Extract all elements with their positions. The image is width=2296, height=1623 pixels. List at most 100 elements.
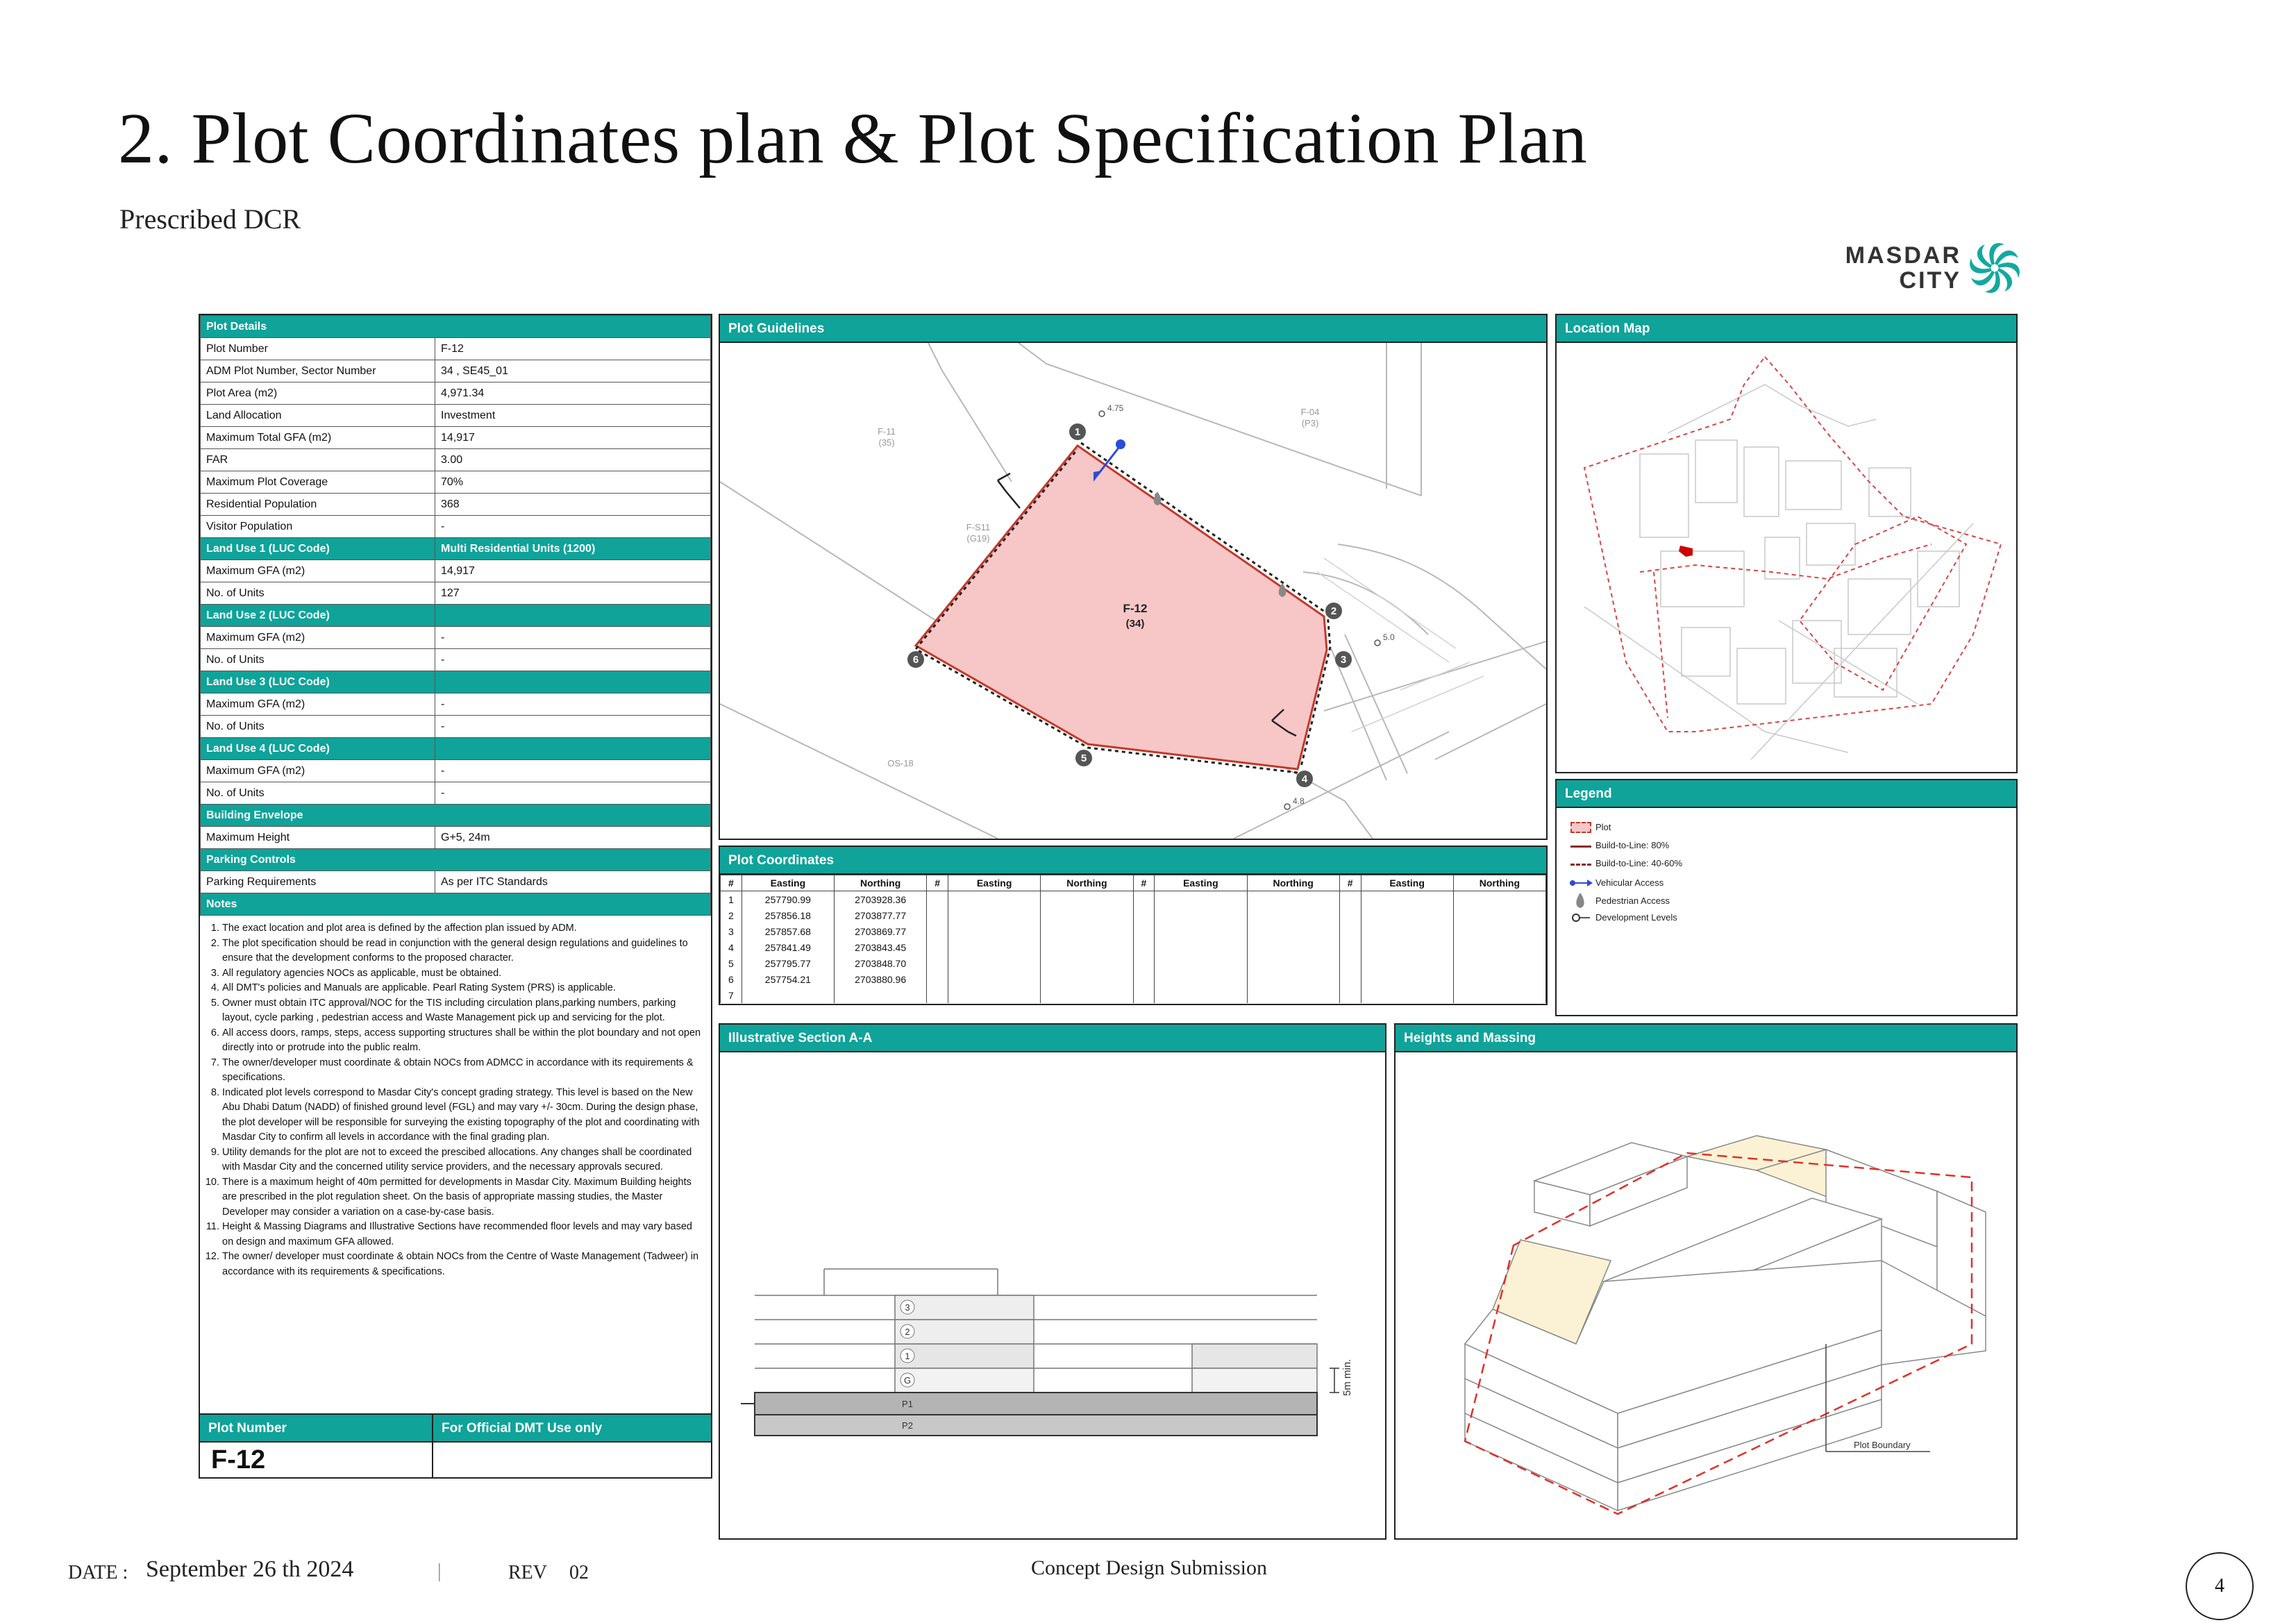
massing-diagram: Plot Boundary [1464, 1135, 1986, 1515]
level-tag-g: G [900, 1372, 915, 1388]
plot-guidelines-map: F-11 (35) F-04 (P3) F-S11 (G19) OS-18 4.… [719, 342, 1547, 839]
page-subtitle: Prescribed DCR [119, 203, 301, 235]
neighbor-label: F-11 [878, 426, 896, 437]
legend-panel: Legend Plot Build-to-Line: 80% Build-to-… [1555, 779, 2018, 1016]
land-use-1-heading: Land Use 1 (LUC Code) [200, 537, 435, 560]
illustrative-section-heading: Illustrative Section A-A [720, 1025, 1385, 1052]
table-row: 3 257857.68 2703869.77 [720, 923, 1547, 939]
neighbor-label: OS-18 [887, 758, 914, 768]
section-drawing: 3 2 1 G P1 P2 5m min. [741, 1268, 1353, 1436]
illustrative-section-panel: Illustrative Section A-A 3 2 1 G P1 P2 [719, 1023, 1386, 1540]
plot-details-panel: Plot Details Plot Number F-12 ADM Plot Nu… [199, 314, 712, 1479]
table-row: Maximum Total GFA (m2) 14,917 [200, 426, 711, 449]
plot-guidelines-heading: Plot Guidelines [720, 315, 1546, 343]
level-tag-1: 1 [900, 1348, 915, 1363]
vehicular-access-arrow-icon [1093, 439, 1125, 482]
table-row: 6 257754.21 2703880.96 [720, 971, 1547, 987]
neighbor-label: (P3) [1302, 418, 1319, 428]
level-label: 4.75 [1107, 403, 1124, 413]
table-row: Visitor Population - [200, 515, 711, 538]
vehicular-access-icon [1570, 880, 1593, 886]
svg-text:2: 2 [905, 1327, 910, 1337]
coordinate-point-1: 1 [1069, 423, 1086, 440]
level-tag-p2: P2 [902, 1420, 913, 1431]
setback-dimension-label: 5m min. [1341, 1359, 1353, 1396]
parking-heading: Parking Controls [200, 848, 711, 871]
footer-rev: 02 [569, 1562, 589, 1583]
footer-rev-label: REV [508, 1562, 547, 1583]
footer-separator: | [437, 1561, 442, 1582]
footer-plot-number: F-12 [200, 1441, 432, 1477]
plot-label: F-12 [1123, 602, 1148, 615]
boundary-line [1798, 515, 1968, 691]
svg-text:3: 3 [905, 1302, 910, 1313]
location-map-panel: Location Map [1555, 314, 2018, 773]
table-row: 2 257856.18 2703877.77 [720, 907, 1547, 923]
land-use-2-heading: Land Use 2 (LUC Code) [200, 604, 435, 627]
coordinate-point-6: 6 [907, 651, 924, 668]
level-marker-icon [1284, 803, 1291, 810]
parking-level-p1 [754, 1392, 1318, 1415]
footer-center-text: Concept Design Submission [1031, 1556, 1268, 1579]
level-label: 5.0 [1383, 632, 1395, 642]
parking-level-p2 [754, 1414, 1318, 1436]
level-tag-p1: P1 [902, 1399, 913, 1409]
build-to-line-40-60-icon [1570, 864, 1591, 866]
level-tag-3: 3 [900, 1300, 915, 1315]
coordinate-point-3: 3 [1335, 651, 1352, 668]
land-use-4-heading: Land Use 4 (LUC Code) [200, 737, 435, 760]
masdar-swirl-icon [1970, 243, 2020, 293]
notes-list: The exact location and plot area is defi… [200, 916, 711, 1279]
table-row: Land Allocation Investment [200, 404, 711, 427]
logo-line2: CITY [1899, 267, 1961, 294]
svg-text:5: 5 [1081, 752, 1087, 764]
building-envelope-heading: Building Envelope [200, 804, 711, 827]
footer-date-label: DATE : [68, 1562, 128, 1583]
table-row: ADM Plot Number, Sector Number 34 , SE45_… [200, 360, 711, 382]
neighbor-label: (35) [878, 437, 894, 448]
table-row: Plot Area (m2) 4,971.34 [200, 382, 711, 405]
plot-details-table: Plot Details Plot Number F-12 ADM Plot Nu… [200, 315, 711, 916]
neighbor-label: F-S11 [966, 522, 990, 532]
pedestrian-access-icon [1153, 491, 1162, 505]
plot-sublabel: (34) [1126, 618, 1145, 630]
build-to-line-40-60 [914, 448, 1298, 774]
logo-line1: MASDAR [1845, 242, 1961, 269]
plot-details-heading: Plot Details [200, 315, 711, 338]
plot-coordinates-heading: Plot Coordinates [720, 847, 1546, 875]
location-map-heading: Location Map [1557, 315, 2016, 343]
plot-coordinates-panel: Plot Coordinates # Easting Northing # Easti… [719, 846, 1548, 1005]
table-row: Residential Population 368 [200, 493, 711, 516]
table-row: 1 257790.99 2703928.36 [720, 891, 1547, 907]
level-label: 4.8 [1293, 796, 1305, 806]
boundary-line [1653, 571, 1668, 718]
plot-number-footer: Plot Number For Official DMT Use only F-… [200, 1413, 711, 1477]
notes-heading: Notes [200, 893, 711, 916]
land-use-3-heading: Land Use 3 (LUC Code) [200, 671, 435, 693]
coordinate-point-4: 4 [1296, 771, 1313, 787]
svg-text:1: 1 [1075, 426, 1080, 438]
table-row: 7 [720, 987, 1547, 1003]
table-row: Maximum Plot Coverage 70% [200, 471, 711, 494]
plot-location-marker [1679, 546, 1693, 557]
table-row: FAR 3.00 [200, 448, 711, 471]
svg-text:6: 6 [913, 654, 919, 666]
heights-massing-heading: Heights and Massing [1396, 1025, 2016, 1052]
coordinate-point-5: 5 [1075, 750, 1092, 766]
table-row: 5 257795.77 2703848.70 [720, 955, 1547, 971]
heights-massing-panel: Heights and Massing Plot Boundary [1394, 1023, 2018, 1540]
page-number: 4 [2186, 1552, 2254, 1620]
footer-date: September 26 th 2024 [146, 1556, 354, 1582]
svg-text:2: 2 [1331, 605, 1336, 617]
plot-boundary-outline [1464, 1152, 1973, 1515]
svg-text:1: 1 [905, 1351, 910, 1361]
svg-text:G: G [904, 1375, 911, 1386]
pedestrian-access-icon [1278, 583, 1287, 597]
plot-f12-polygon [914, 444, 1328, 771]
legend-heading: Legend [1557, 780, 2016, 808]
coordinate-point-2: 2 [1325, 603, 1342, 619]
svg-text:4: 4 [1302, 773, 1308, 785]
table-row: Plot Number F-12 [200, 337, 711, 360]
section-marker-icon [1271, 719, 1289, 733]
location-map [1583, 355, 2002, 760]
